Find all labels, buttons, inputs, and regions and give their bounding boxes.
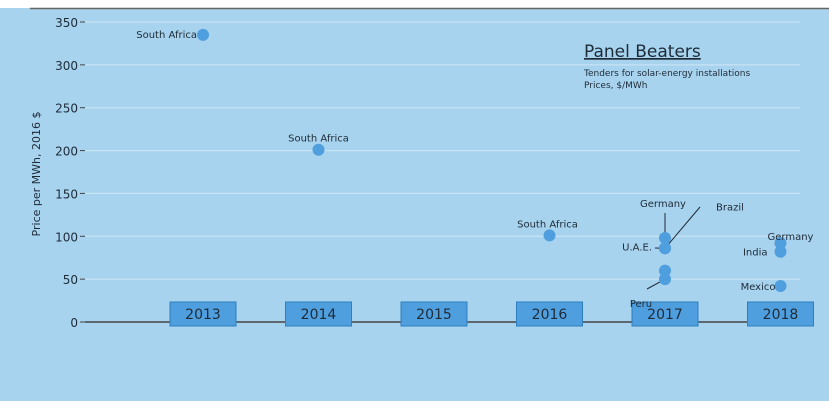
year-label: 2013 xyxy=(185,307,221,323)
point-label: Brazil xyxy=(716,202,744,213)
point-label: South Africa xyxy=(517,219,578,230)
y-tick-label: 0 xyxy=(70,316,78,330)
data-point xyxy=(774,245,787,258)
year-box xyxy=(747,301,814,327)
data-point xyxy=(659,264,671,277)
y-tick-label: 250 xyxy=(55,102,78,116)
chart-subtitle-line2: Prices, $/MWh xyxy=(584,81,648,91)
data-point xyxy=(774,280,787,292)
leader-line xyxy=(664,206,701,249)
point-label: India xyxy=(743,248,768,259)
y-axis: 0 50 100 150 200 250 300 350 xyxy=(55,16,85,330)
year-label: 2017 xyxy=(647,307,683,323)
point-label: South Africa xyxy=(288,134,349,145)
year-label: 2016 xyxy=(532,307,568,323)
y-tick-label: 300 xyxy=(55,59,78,73)
year-box xyxy=(285,301,352,327)
year-box xyxy=(631,301,699,327)
year-label: 2018 xyxy=(763,307,799,323)
y-tick-label: 150 xyxy=(55,187,78,201)
chart-subtitle-line1: Tenders for solar-energy installations xyxy=(583,69,750,79)
y-tick-label: 350 xyxy=(55,16,78,30)
year-labels: 2013 2014 2015 2016 2017 2018 xyxy=(169,301,814,327)
point-label: Germany xyxy=(768,232,814,243)
data-point xyxy=(197,28,209,41)
point-label: Peru xyxy=(630,299,652,310)
chart-title: Panel Beaters xyxy=(584,42,701,62)
point-label: U.A.E. xyxy=(622,242,652,253)
y-tick-label: 100 xyxy=(55,230,78,244)
data-point xyxy=(774,237,787,250)
data-point xyxy=(312,143,325,156)
y-tick-label: 200 xyxy=(55,145,78,159)
gridlines xyxy=(85,21,800,280)
point-labels: South Africa South Africa South Africa Germ… xyxy=(136,30,813,310)
year-box xyxy=(400,301,468,327)
title-annotation: Panel Beaters Tenders for solar-energy i… xyxy=(583,42,750,91)
y-tick-label: 50 xyxy=(63,273,78,287)
year-box xyxy=(169,301,237,327)
data-point xyxy=(543,229,556,242)
y-axis-label: Price per MWh, 2016 $ xyxy=(30,112,43,237)
year-label: 2015 xyxy=(416,307,452,323)
point-label: Germany xyxy=(640,199,686,210)
year-label: 2014 xyxy=(301,307,337,323)
data-points xyxy=(197,28,787,292)
year-box xyxy=(516,301,583,327)
point-label: South Africa xyxy=(136,30,197,41)
data-point xyxy=(659,232,671,244)
point-label: Mexico xyxy=(741,282,776,293)
chart-background xyxy=(0,8,829,401)
data-point xyxy=(659,273,671,286)
data-point xyxy=(659,242,671,255)
